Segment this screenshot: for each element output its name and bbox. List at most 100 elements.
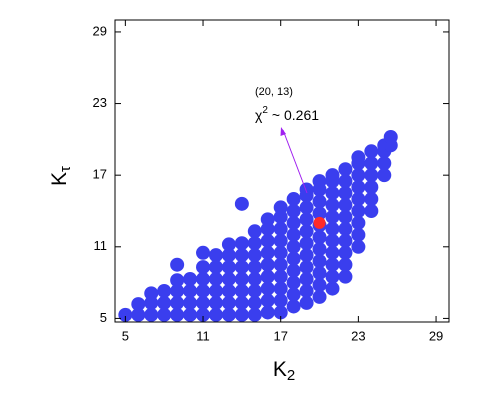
point — [183, 307, 198, 322]
point — [208, 295, 223, 310]
point — [325, 269, 340, 284]
x-axis-title: K2 — [273, 358, 295, 384]
point — [286, 287, 301, 302]
x-tick-label: 5 — [122, 328, 129, 343]
annotation-symbol: χ — [255, 107, 263, 123]
point — [338, 198, 353, 213]
point — [312, 242, 327, 257]
point — [338, 162, 353, 177]
point — [312, 194, 327, 209]
point — [299, 200, 314, 215]
y-axis-title: Kτ — [48, 166, 74, 186]
point — [234, 307, 249, 322]
point — [338, 174, 353, 189]
point — [260, 257, 275, 272]
point — [221, 307, 236, 322]
y-axis-title-text: K — [48, 172, 71, 186]
point — [273, 269, 288, 284]
point — [299, 272, 314, 287]
point — [325, 209, 340, 224]
point — [170, 307, 185, 322]
point — [234, 272, 249, 287]
x-tick-label: 11 — [196, 328, 210, 343]
x-tick-label: 23 — [351, 328, 365, 343]
point — [299, 212, 314, 227]
point — [312, 254, 327, 269]
point — [377, 156, 392, 171]
point — [247, 283, 262, 298]
point — [247, 248, 262, 263]
point — [221, 237, 236, 252]
point — [299, 248, 314, 263]
point — [234, 196, 249, 211]
point — [273, 233, 288, 248]
point — [299, 236, 314, 251]
point — [325, 281, 340, 296]
y-tick-label: 29 — [93, 23, 107, 38]
point — [286, 275, 301, 290]
point — [260, 245, 275, 260]
point — [286, 251, 301, 266]
point — [286, 215, 301, 230]
x-tick-label: 29 — [429, 328, 443, 343]
point — [260, 305, 275, 320]
point — [338, 269, 353, 284]
x-tick-label: 17 — [273, 328, 287, 343]
point — [351, 180, 366, 195]
point — [325, 221, 340, 236]
point — [299, 224, 314, 239]
point — [351, 215, 366, 230]
point — [286, 239, 301, 254]
point — [286, 299, 301, 314]
point — [183, 295, 198, 310]
point — [338, 245, 353, 260]
point — [338, 209, 353, 224]
point — [312, 230, 327, 245]
point — [208, 248, 223, 263]
point — [221, 260, 236, 275]
y-tick-label: 5 — [100, 310, 107, 325]
point — [144, 307, 159, 322]
point — [364, 156, 379, 171]
point — [325, 245, 340, 260]
point — [234, 248, 249, 263]
point — [299, 260, 314, 275]
point — [196, 245, 211, 260]
point — [299, 182, 314, 197]
point — [170, 257, 185, 272]
point — [170, 273, 185, 288]
point — [221, 295, 236, 310]
point — [325, 257, 340, 272]
point — [157, 283, 172, 298]
point — [196, 272, 211, 287]
y-tick-label: 17 — [93, 167, 107, 182]
point — [377, 168, 392, 183]
point — [157, 307, 172, 322]
point — [247, 236, 262, 251]
point — [351, 227, 366, 242]
annotation-arrowhead — [280, 127, 286, 136]
plot-area — [118, 129, 398, 322]
y-axis-title-subscript: τ — [57, 166, 74, 172]
axis-frame — [114, 19, 450, 323]
point — [312, 206, 327, 221]
point — [260, 233, 275, 248]
point — [312, 174, 327, 189]
point — [196, 283, 211, 298]
point — [247, 260, 262, 275]
point — [208, 260, 223, 275]
point — [338, 233, 353, 248]
point — [273, 200, 288, 215]
point — [247, 272, 262, 287]
annotation-power: 2 — [262, 105, 268, 116]
point — [221, 272, 236, 287]
point — [196, 295, 211, 310]
point — [247, 295, 262, 310]
point — [312, 277, 327, 292]
point — [273, 281, 288, 296]
point — [286, 203, 301, 218]
point — [170, 283, 185, 298]
point — [299, 283, 314, 298]
point — [351, 150, 366, 165]
annotation: χ2 ~ 0.261 — [255, 105, 319, 123]
